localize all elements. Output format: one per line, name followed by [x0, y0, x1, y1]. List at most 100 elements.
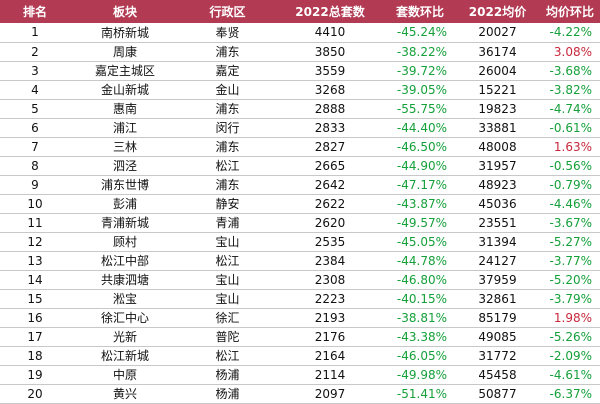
cell-price-change: -0.61% [549, 120, 592, 135]
cell-count-change: -47.17% [396, 177, 447, 192]
header-avg-price: 2022均价 [468, 5, 527, 19]
table-row: 12 顾村 宝山 2535 -45.05% 31394 -5.27% [0, 232, 600, 251]
cell-block: 青浦新城 [100, 216, 149, 230]
cell-block: 周康 [112, 45, 137, 59]
table-row: 10 彭浦 静安 2622 -43.87% 45036 -4.46% [0, 194, 600, 213]
cell-price-change: -0.56% [549, 158, 592, 173]
cell-avg-price: 48008 [478, 139, 517, 154]
cell-total: 3850 [314, 44, 346, 59]
cell-rank: 9 [31, 177, 39, 192]
cell-total: 2384 [314, 253, 346, 268]
cell-count-change: -40.15% [396, 291, 447, 306]
cell-rank: 4 [31, 82, 39, 97]
cell-count-change: -44.78% [396, 253, 447, 268]
cell-total: 3559 [314, 63, 346, 78]
cell-rank: 16 [27, 310, 43, 325]
cell-total: 2193 [314, 310, 346, 325]
cell-avg-price: 49085 [478, 329, 517, 344]
cell-total: 2665 [314, 158, 346, 173]
cell-price-change: -6.37% [549, 386, 592, 401]
cell-rank: 14 [27, 272, 43, 287]
cell-block: 泗泾 [112, 159, 137, 173]
header-price-change: 均价环比 [545, 5, 594, 19]
cell-avg-price: 85179 [478, 310, 517, 325]
cell-district: 徐汇 [215, 311, 240, 325]
cell-rank: 3 [31, 63, 39, 78]
cell-avg-price: 33881 [478, 120, 517, 135]
cell-district: 宝山 [215, 235, 240, 249]
cell-price-change: -4.46% [549, 196, 592, 211]
cell-district: 杨浦 [215, 387, 240, 401]
table-row: 14 共康泗塘 宝山 2308 -46.80% 37959 -5.20% [0, 270, 600, 289]
cell-district: 奉贤 [215, 25, 240, 40]
cell-total: 2164 [314, 348, 346, 363]
cell-price-change: -5.26% [549, 329, 592, 344]
cell-total: 2888 [314, 101, 346, 116]
cell-district: 嘉定 [215, 64, 240, 78]
cell-block: 中原 [112, 368, 137, 382]
cell-price-change: 3.08% [553, 44, 592, 59]
cell-block: 光新 [112, 330, 137, 344]
cell-rank: 11 [27, 215, 43, 230]
cell-count-change: -39.05% [396, 82, 447, 97]
cell-rank: 15 [27, 291, 43, 306]
cell-avg-price: 20027 [478, 25, 517, 40]
header-count-change: 套数环比 [395, 5, 444, 19]
cell-count-change: -46.05% [396, 348, 447, 363]
cell-block: 顾村 [112, 235, 137, 249]
table-body: 1 南桥新城 奉贤 4410 -45.24% 20027 -4.22% 2 周康 浦东 3850 -3… [0, 23, 600, 403]
cell-rank: 13 [27, 253, 43, 268]
cell-count-change: -55.75% [396, 101, 447, 116]
cell-count-change: -46.80% [396, 272, 447, 287]
cell-total: 3268 [314, 82, 346, 97]
table-row: 11 青浦新城 青浦 2620 -49.57% 23551 -3.67% [0, 213, 600, 232]
cell-count-change: -45.24% [396, 25, 447, 40]
cell-rank: 19 [27, 367, 43, 382]
cell-district: 静安 [215, 197, 240, 211]
table-row: 4 金山新城 金山 3268 -39.05% 15221 -3.82% [0, 80, 600, 99]
cell-rank: 6 [31, 120, 39, 135]
table-header-row: 排名 板块 行政区 2022总套数 套数环比 2022均价 均价环比 [0, 0, 600, 23]
cell-total: 4410 [314, 25, 346, 40]
cell-block: 彭浦 [112, 197, 137, 211]
cell-count-change: -43.87% [396, 196, 447, 211]
cell-district: 松江 [215, 159, 240, 173]
cell-avg-price: 45458 [478, 367, 517, 382]
cell-avg-price: 37959 [478, 272, 517, 287]
cell-block: 淞宝 [112, 292, 137, 306]
cell-price-change: -0.79% [549, 177, 592, 192]
cell-total: 2535 [314, 234, 346, 249]
cell-price-change: -4.22% [549, 25, 592, 40]
cell-block: 三林 [112, 140, 137, 154]
table-row: 6 浦江 闵行 2833 -44.40% 33881 -0.61% [0, 118, 600, 137]
cell-district: 普陀 [215, 330, 240, 344]
cell-rank: 18 [27, 348, 43, 363]
table-row: 2 周康 浦东 3850 -38.22% 36174 3.08% [0, 42, 600, 61]
cell-district: 松江 [215, 349, 240, 363]
cell-count-change: -46.50% [396, 139, 447, 154]
cell-count-change: -39.72% [396, 63, 447, 78]
cell-count-change: -43.38% [396, 329, 447, 344]
cell-avg-price: 45036 [478, 196, 517, 211]
header-rank: 排名 [22, 5, 47, 19]
table-row: 9 浦东世博 浦东 2642 -47.17% 48923 -0.79% [0, 175, 600, 194]
cell-price-change: 1.98% [553, 310, 592, 325]
cell-count-change: -51.41% [396, 386, 447, 401]
cell-total: 2642 [314, 177, 346, 192]
cell-price-change: 1.63% [553, 139, 592, 154]
table-row: 16 徐汇中心 徐汇 2193 -38.81% 85179 1.98% [0, 308, 600, 327]
cell-count-change: -38.81% [396, 310, 447, 325]
cell-district: 青浦 [215, 216, 240, 230]
cell-price-change: -4.61% [549, 367, 592, 382]
cell-count-change: -49.98% [396, 367, 447, 382]
cell-block: 徐汇中心 [100, 311, 149, 325]
table-row: 15 淞宝 宝山 2223 -40.15% 32861 -3.79% [0, 289, 600, 308]
cell-total: 2114 [314, 367, 346, 382]
cell-block: 浦东世博 [100, 178, 149, 192]
cell-district: 闵行 [215, 121, 240, 135]
cell-avg-price: 32861 [478, 291, 517, 306]
cell-rank: 2 [31, 44, 39, 59]
cell-district: 宝山 [215, 273, 240, 287]
